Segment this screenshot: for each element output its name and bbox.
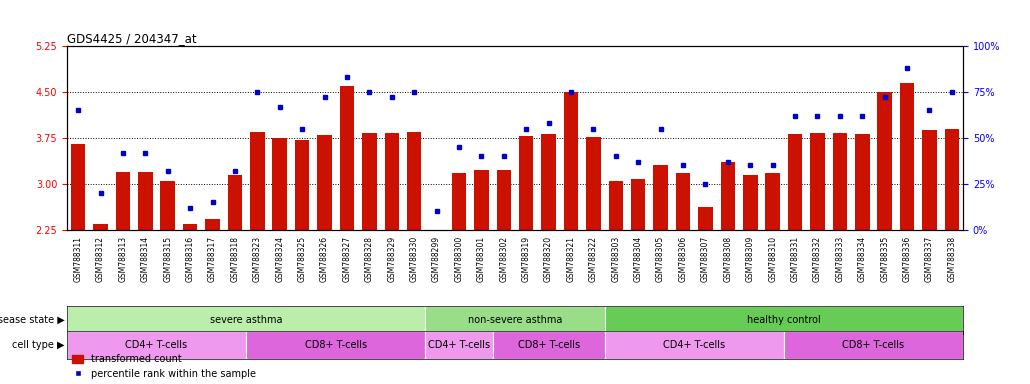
Bar [71,144,85,230]
Bar [317,135,332,230]
Bar [250,132,265,230]
Bar [425,331,492,359]
Text: severe asthma: severe asthma [210,315,282,325]
Bar [609,181,623,230]
Text: cell type ▶: cell type ▶ [12,340,65,350]
Bar [832,133,847,230]
Bar [676,173,690,230]
Bar [855,134,869,230]
Bar [605,331,784,359]
Text: CD8+ T-cells: CD8+ T-cells [305,340,367,350]
Bar [496,170,511,230]
Bar [542,134,556,230]
Bar [492,331,605,359]
Bar [115,172,130,230]
Bar [474,170,488,230]
Bar [67,306,425,334]
Bar [183,223,198,230]
Bar [295,140,309,230]
Bar [563,92,578,230]
Bar [138,172,152,230]
Bar [765,173,780,230]
Bar [721,162,735,230]
Bar [900,83,915,230]
Bar [922,130,936,230]
Bar [519,136,534,230]
Bar [273,138,287,230]
Legend: transformed count, percentile rank within the sample: transformed count, percentile rank withi… [72,354,256,379]
Bar [653,166,667,230]
Bar [945,129,959,230]
Text: CD4+ T-cells: CD4+ T-cells [427,340,490,350]
Text: disease state ▶: disease state ▶ [0,315,65,325]
Bar [586,137,600,230]
Bar [605,306,963,334]
Bar [228,175,242,230]
Bar [363,133,377,230]
Bar [698,207,713,230]
Bar [407,132,421,230]
Bar [246,331,425,359]
Text: non-severe asthma: non-severe asthma [468,315,562,325]
Bar [94,223,108,230]
Bar [452,173,467,230]
Text: CD4+ T-cells: CD4+ T-cells [663,340,725,350]
Bar [205,219,219,230]
Bar [788,134,802,230]
Text: CD8+ T-cells: CD8+ T-cells [517,340,580,350]
Bar [340,86,354,230]
Bar [67,331,246,359]
Bar [743,175,757,230]
Bar [384,133,399,230]
Text: GDS4425 / 204347_at: GDS4425 / 204347_at [67,32,197,45]
Bar [425,306,605,334]
Bar [631,179,646,230]
Bar [878,92,892,230]
Text: CD4+ T-cells: CD4+ T-cells [126,340,187,350]
Bar [784,331,963,359]
Bar [811,133,825,230]
Bar [161,181,175,230]
Text: healthy control: healthy control [747,315,821,325]
Text: CD8+ T-cells: CD8+ T-cells [843,340,904,350]
